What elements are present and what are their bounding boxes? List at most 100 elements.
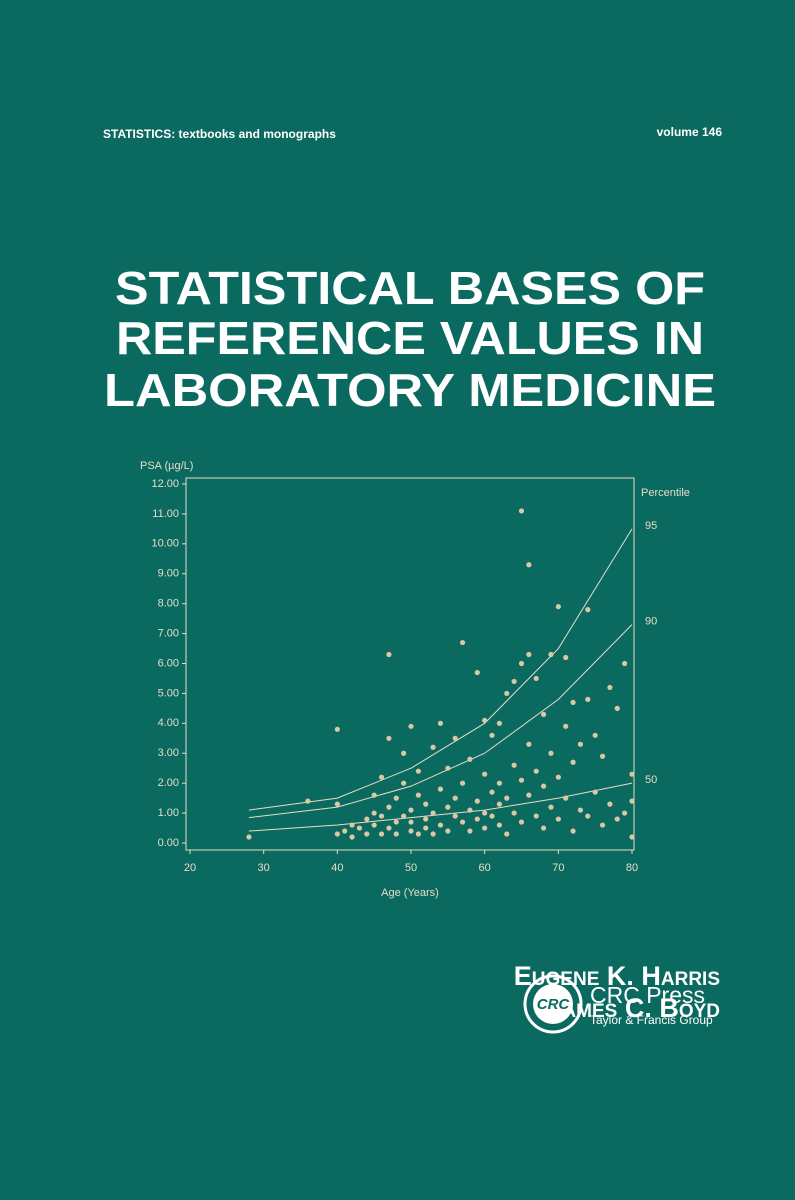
point (518, 660, 525, 667)
point (563, 654, 569, 661)
point (386, 825, 392, 831)
point (622, 810, 628, 816)
point (629, 771, 635, 777)
point (386, 735, 392, 741)
point (371, 792, 377, 798)
point (533, 813, 539, 819)
percentile-curve (248, 782, 633, 832)
point (518, 777, 525, 783)
x-axis-label: Age (Years) (381, 887, 439, 899)
point (607, 684, 613, 691)
point (378, 813, 385, 819)
point (408, 828, 414, 834)
y-tick-label: 3.00 (158, 747, 179, 759)
volume: volume 146 (657, 125, 723, 139)
point (474, 816, 480, 822)
point (548, 651, 554, 658)
title-line: LABORATORY MEDICINE (104, 364, 716, 416)
point (504, 795, 510, 801)
curve-label: 90 (645, 616, 657, 628)
point (474, 669, 480, 676)
point (622, 660, 628, 667)
point (467, 807, 473, 813)
logo-text: CRC (537, 996, 571, 1013)
point (482, 771, 488, 777)
point (415, 792, 421, 798)
point (577, 807, 584, 813)
point (518, 819, 525, 825)
point (349, 834, 355, 840)
point (533, 675, 539, 682)
point (599, 753, 606, 759)
y-tick-label: 9.00 (158, 568, 179, 580)
point (504, 831, 510, 837)
point (570, 699, 576, 705)
point (467, 828, 473, 834)
point (349, 822, 355, 828)
point (518, 508, 525, 514)
point (401, 813, 407, 819)
point (496, 801, 502, 807)
chart: PSA (µg/L) Percentile Age (Years) 0.00 1.… (140, 460, 690, 899)
point (541, 825, 547, 831)
point (401, 750, 407, 756)
point (585, 813, 591, 819)
point (415, 831, 421, 837)
point (585, 696, 591, 703)
point (526, 741, 532, 747)
series-label: STATISTICS: textbooks and monographs (103, 127, 336, 141)
point (364, 816, 370, 822)
point (430, 744, 436, 750)
title-line: REFERENCE VALUES IN (116, 312, 704, 364)
point (445, 804, 451, 810)
y-tick-label: 7.00 (158, 627, 179, 639)
point (533, 768, 539, 774)
point (423, 801, 429, 807)
point (305, 798, 311, 804)
y-tick-label: 8.00 (158, 598, 179, 610)
point (526, 651, 532, 658)
point (334, 831, 340, 837)
x-tick-label: 60 (479, 862, 491, 874)
point (459, 780, 466, 786)
point (401, 780, 407, 786)
x-tick-label: 70 (552, 862, 564, 874)
point (614, 705, 620, 711)
y-tick-label: 10.00 (151, 538, 179, 550)
point (423, 816, 429, 822)
point (408, 819, 414, 825)
point (489, 732, 495, 738)
point (364, 831, 370, 837)
point (548, 750, 554, 756)
y-tick-label: 1.00 (158, 807, 179, 819)
x-tick-label: 40 (331, 862, 343, 874)
point (246, 834, 252, 840)
point (592, 789, 598, 795)
point (452, 813, 458, 819)
point (511, 678, 517, 685)
publisher-group: Taylor & Francis Group (590, 1013, 713, 1027)
publisher-name: CRC Press (590, 982, 705, 1008)
point (445, 828, 451, 834)
point (437, 822, 444, 828)
point (541, 783, 547, 789)
point (570, 759, 576, 765)
point (430, 810, 436, 816)
point (577, 741, 584, 747)
point (437, 720, 444, 726)
point (334, 726, 340, 732)
point (541, 711, 547, 717)
point (592, 732, 598, 738)
point (378, 774, 385, 780)
point (496, 780, 502, 786)
point (393, 795, 399, 801)
point (526, 792, 532, 798)
x-tick-label: 50 (405, 862, 417, 874)
curve-legend-title: Percentile (641, 487, 690, 499)
x-tick-label: 30 (258, 862, 270, 874)
logo-disc (533, 984, 573, 1024)
point (452, 795, 458, 801)
